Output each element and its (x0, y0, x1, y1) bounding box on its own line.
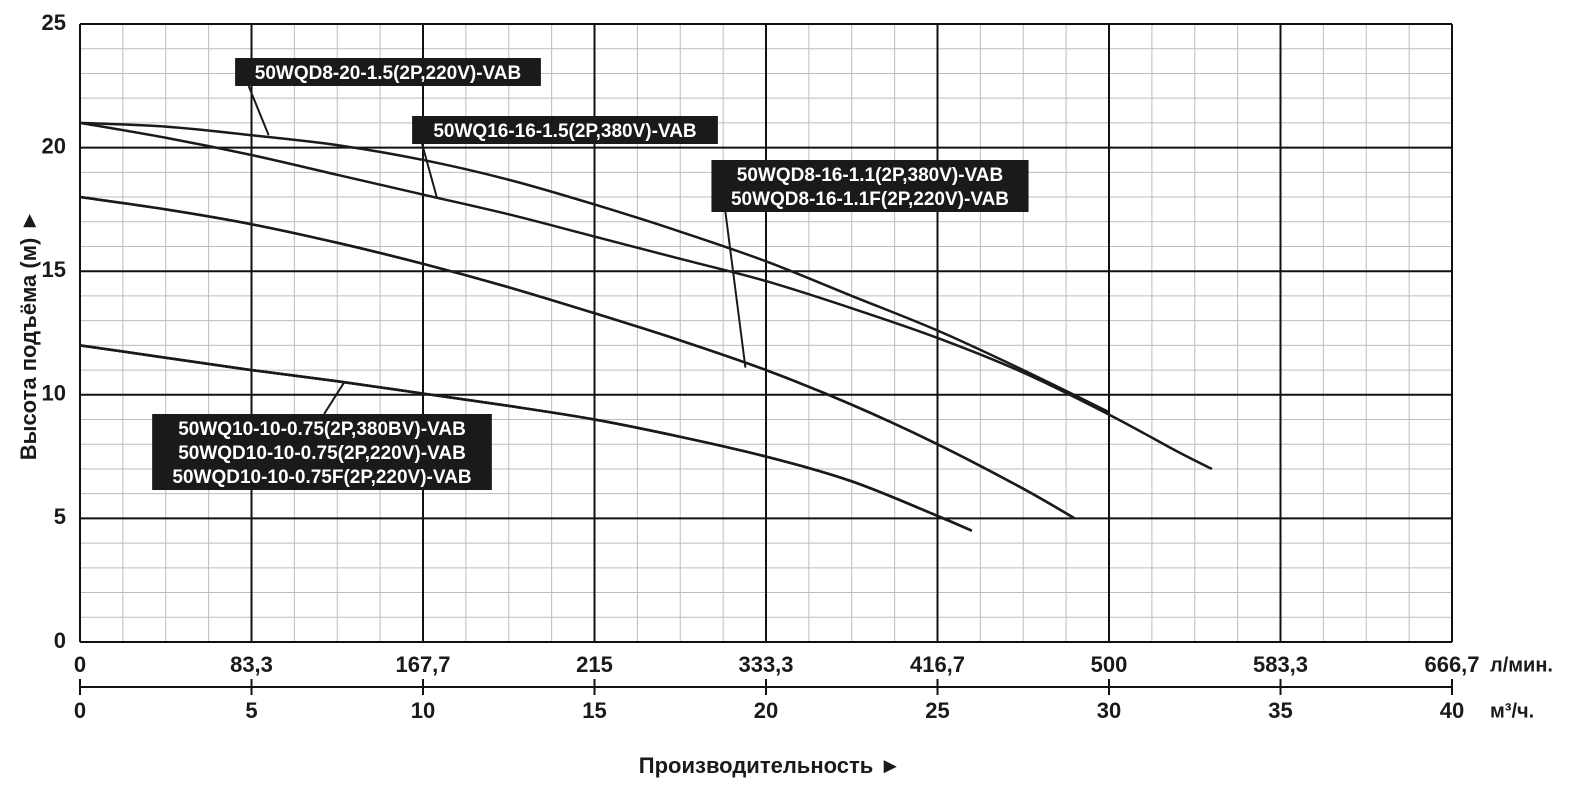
series-line-7 (79, 344, 973, 532)
y-tick-label: 20 (42, 133, 66, 158)
x-tick-label-lpm: 167,7 (395, 652, 450, 677)
curve-annotations: 50WQD8-20-1.5(2P,220V)-VAB 50WQ16-16-1.5(… (152, 58, 1029, 490)
series-line-2 (79, 121, 1213, 471)
x-tick-label-m3h: 10 (411, 698, 435, 723)
annotation-label: 50WQD8-16-1.1(2P,380V)-VAB (737, 165, 1003, 186)
annotation-leader-line (247, 85, 270, 136)
x-tick-label-m3h: 0 (74, 698, 86, 723)
x-tick-label-m3h: 5 (245, 698, 257, 723)
annotation-label: 50WQD8-16-1.1F(2P,220V)-VAB (731, 189, 1009, 210)
annotation-box (235, 58, 541, 86)
x-tick-label-m3h: 15 (582, 698, 606, 723)
x-unit-m3h: м³/ч. (1490, 700, 1534, 722)
annotation-leader-line (323, 381, 345, 415)
series-line-1 (79, 121, 1110, 414)
annotation-box (412, 116, 718, 144)
annotation-label: 50WQD10-10-0.75F(2P,220V)-VAB (172, 467, 471, 488)
x-tick-label-m3h: 30 (1097, 698, 1121, 723)
y-tick-label: 5 (54, 504, 66, 529)
annotation-box (152, 414, 492, 490)
annotation-leader-line (724, 211, 747, 368)
y-tick-label: 15 (42, 257, 66, 282)
y-axis-title: Высота подъёма (м) ► (16, 210, 41, 460)
x-tick-label-m3h: 20 (754, 698, 778, 723)
x-tick-label-lpm: 416,7 (910, 652, 965, 677)
x-unit-lpm: л/мин. (1490, 654, 1553, 676)
x-tick-label-m3h: 25 (925, 698, 949, 723)
x-axis-title: Производительность ► (639, 753, 901, 778)
annotation-box (711, 160, 1029, 212)
x-tick-label-lpm: 215 (576, 652, 613, 677)
annotation-label: 50WQ16-16-1.5(2P,380V)-VAB (433, 121, 696, 142)
x-axes: 0 83,3 167,7 215 333,3 416,7 500 583,3 666,7 л/ми… (74, 652, 1553, 723)
x-tick-label-lpm: 500 (1091, 652, 1128, 677)
curves (79, 121, 1213, 532)
x-tick-label-m3h: 40 (1440, 698, 1464, 723)
x-tick-label-lpm: 0 (74, 652, 86, 677)
y-tick-label: 25 (42, 10, 66, 35)
annotation-leader-line (421, 143, 438, 198)
annotation-label: 50WQ10-10-0.75(2P,380BV)-VAB (178, 419, 466, 440)
annotation-label: 50WQD10-10-0.75(2P,220V)-VAB (178, 443, 466, 464)
x-tick-label-lpm: 83,3 (230, 652, 273, 677)
x-tick-label-lpm: 583,3 (1253, 652, 1308, 677)
y-tick-label: 0 (54, 628, 66, 653)
y-tick-labels: 0 5 10 15 20 25 (42, 10, 66, 653)
x-tick-label-m3h: 35 (1268, 698, 1292, 723)
x-tick-label-lpm: 333,3 (738, 652, 793, 677)
series-line-4 (79, 195, 1076, 520)
y-tick-label: 10 (42, 381, 66, 406)
x-tick-label-lpm: 666,7 (1424, 652, 1479, 677)
annotation-label: 50WQD8-20-1.5(2P,220V)-VAB (255, 63, 521, 84)
major-grid (79, 23, 1453, 643)
